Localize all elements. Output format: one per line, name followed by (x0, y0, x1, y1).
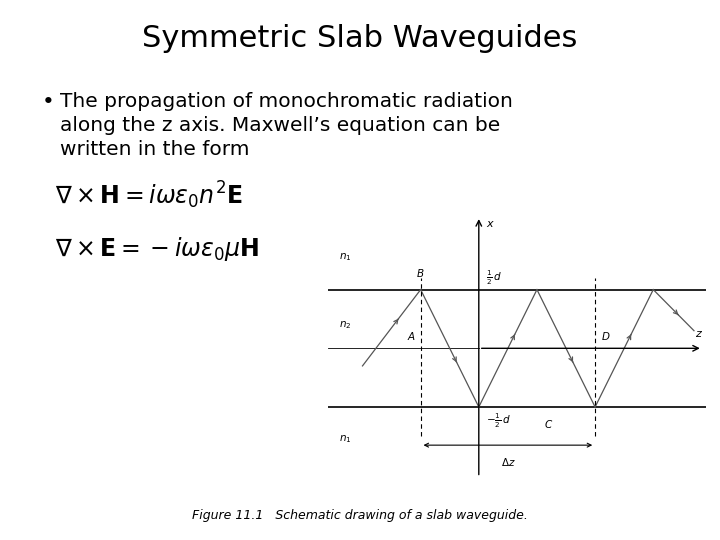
Text: $C$: $C$ (544, 417, 553, 429)
Text: $\nabla \times \mathbf{H} = i\omega\varepsilon_0 n^2\mathbf{E}$: $\nabla \times \mathbf{H} = i\omega\vare… (55, 180, 243, 211)
Text: The propagation of monochromatic radiation: The propagation of monochromatic radiati… (60, 92, 513, 111)
Text: Symmetric Slab Waveguides: Symmetric Slab Waveguides (143, 24, 577, 53)
Text: $\Delta z$: $\Delta z$ (500, 456, 516, 468)
Text: $n_1$: $n_1$ (339, 434, 352, 445)
Text: $\nabla \times \mathbf{E} = -i\omega\varepsilon_0 \mu\mathbf{H}$: $\nabla \times \mathbf{E} = -i\omega\var… (55, 235, 259, 263)
Text: $n_2$: $n_2$ (339, 319, 351, 330)
Text: $n_1$: $n_1$ (339, 252, 352, 263)
Text: $x$: $x$ (486, 219, 495, 229)
Text: $-\frac{1}{2}\,d$: $-\frac{1}{2}\,d$ (486, 411, 510, 430)
Text: $B$: $B$ (416, 267, 425, 279)
Text: $D$: $D$ (601, 330, 611, 342)
Text: Figure 11.1   Schematic drawing of a slab waveguide.: Figure 11.1 Schematic drawing of a slab … (192, 509, 528, 522)
Text: along the z axis. Maxwell’s equation can be: along the z axis. Maxwell’s equation can… (60, 116, 500, 135)
Text: written in the form: written in the form (60, 140, 250, 159)
Text: $\frac{1}{2}\,d$: $\frac{1}{2}\,d$ (486, 268, 502, 287)
Text: $A$: $A$ (407, 330, 416, 342)
Text: $z$: $z$ (695, 329, 703, 340)
Text: •: • (42, 92, 55, 112)
